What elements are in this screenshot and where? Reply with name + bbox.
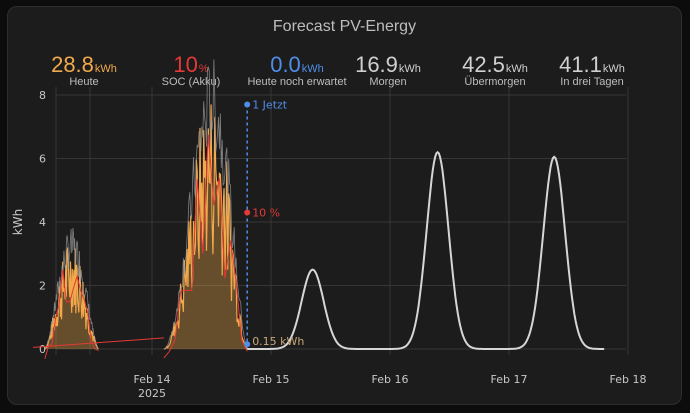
stat-label: In drei Tagen [560,76,624,88]
stat-label: Übermorgen [464,76,526,88]
stat-label: SOC (Akku) [161,76,221,88]
chart-title: Forecast PV-Energy [272,18,417,35]
stat-label: Heute noch erwartet [247,76,347,88]
stat-unit: kWh [602,63,625,75]
y-tick-label: 8 [39,89,46,102]
y-tick-label: 0 [39,343,46,356]
stat-unit: kWh [505,63,528,75]
x-tick-label: Feb 16 [372,373,409,386]
stat-value: 0.0 [270,52,301,77]
stat-value: 10 [173,52,198,77]
stat-unit: kWh [94,63,117,75]
stat-4: 42.5kWh Übermorgen [425,52,565,89]
stat-1: 10% SOC (Akku) [121,52,261,89]
stat-5: 41.1kWh In drei Tagen [522,52,662,89]
x-tick-label: Feb 15 [253,373,290,386]
x-tick-sublabel: 2025 [138,387,166,400]
x-tick-label: Feb 17 [491,373,528,386]
x-tick-label: Feb 18 [610,373,647,386]
actual-area [163,104,248,350]
remaining-label: 0.15 kWh [252,335,304,348]
y-tick-label: 4 [39,216,46,229]
y-tick-label: 2 [39,280,46,293]
actual-area [44,247,99,349]
forecast-line [247,150,605,350]
chart-card: Forecast PV-Energy 28.8kWh Heute 10% SOC (A… [7,6,682,405]
stat-value: 16.9 [355,52,398,77]
actual-forecast-line [44,227,99,350]
y-axis-label: kWh [11,209,25,235]
soc-line [44,269,99,359]
soc-line [32,337,164,348]
stat-value: 42.5 [462,52,505,77]
actual-line [163,104,248,350]
stat-2: 0.0kWh Heute noch erwartet [227,52,367,89]
stat-value: 28.8 [51,52,94,77]
remaining-dot [244,341,251,348]
soc-label: 10 % [252,206,280,219]
stat-value: 41.1 [559,52,602,77]
stat-unit: % [198,63,209,75]
soc-dot [244,209,251,216]
now-label: 1 Jetzt [252,99,288,112]
now-dot [244,101,251,108]
actual-line [44,247,99,350]
stat-3: 16.9kWh Morgen [318,52,458,89]
y-tick-label: 6 [39,153,46,166]
stat-label: Morgen [369,76,407,88]
stat-label: Heute [69,76,99,88]
stat-unit: kWh [301,63,324,75]
stat-unit: kWh [398,63,421,75]
soc-line [163,134,248,359]
x-tick-label: Feb 14 [134,373,171,386]
stat-0: 28.8kWh Heute [14,52,154,89]
